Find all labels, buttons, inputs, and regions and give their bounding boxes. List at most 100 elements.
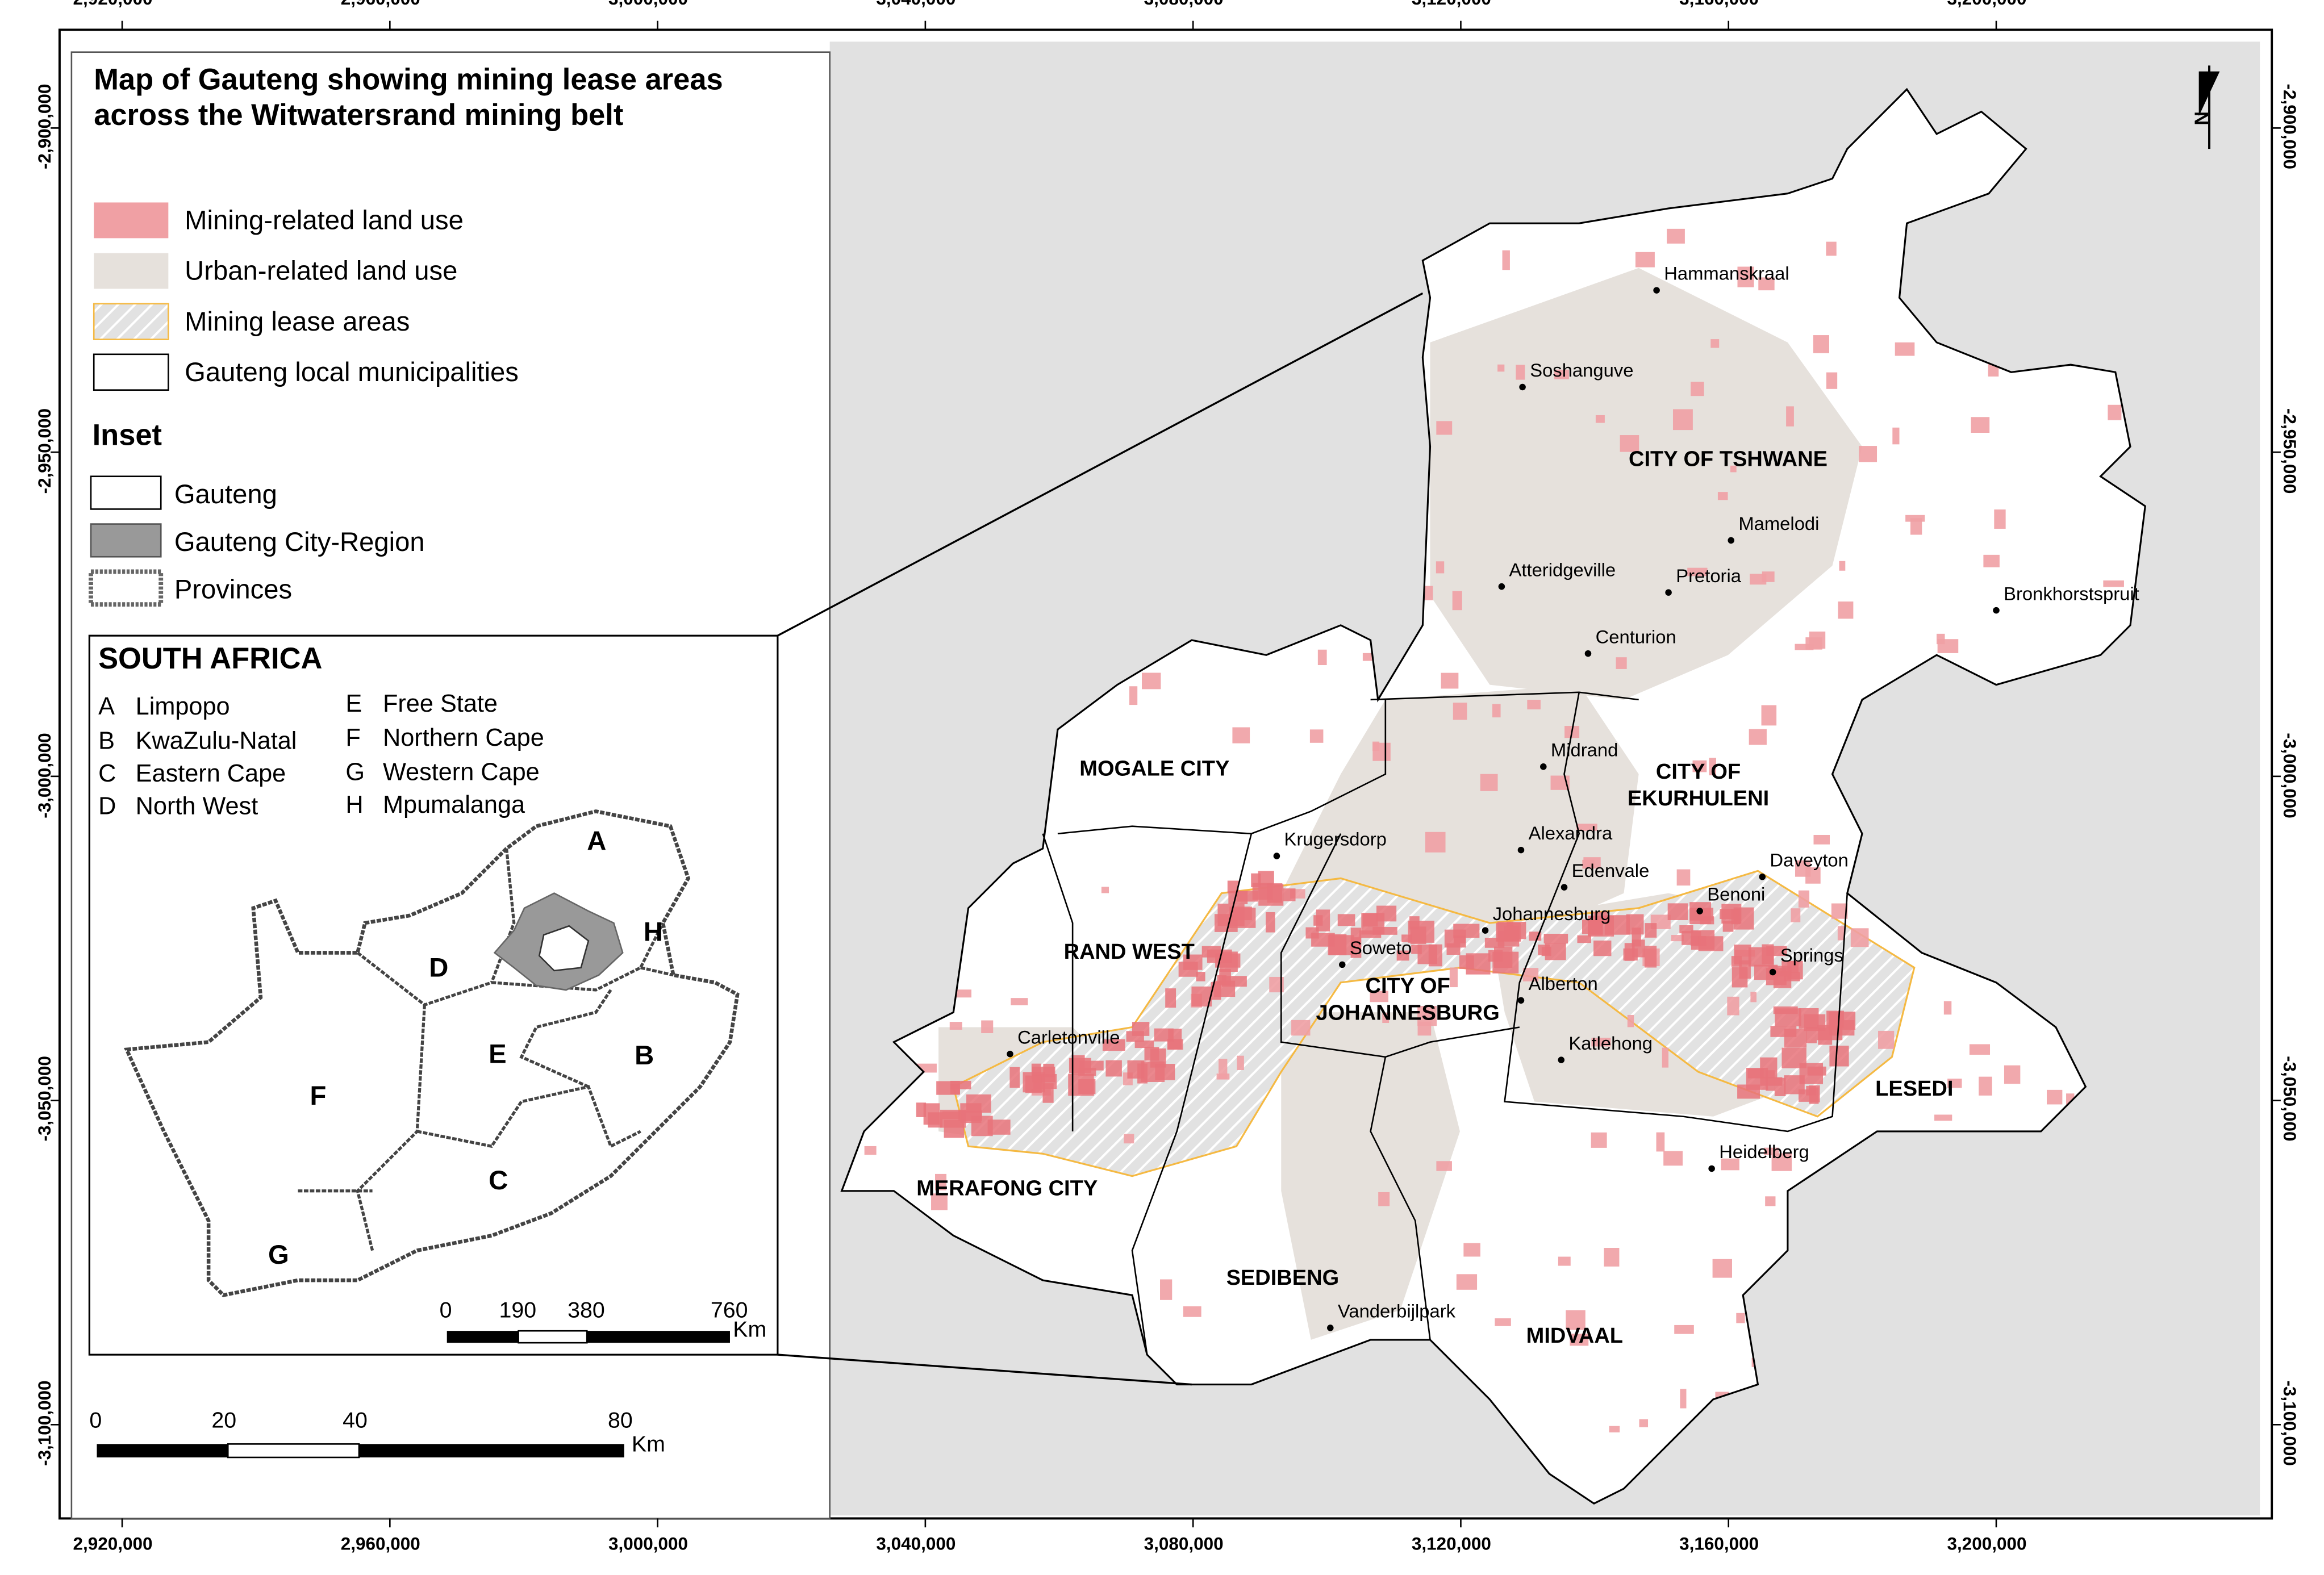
- mining-patch: [1382, 1013, 1390, 1023]
- place-label: Pretoria: [1676, 565, 1742, 587]
- mining-patch: [1934, 1114, 1952, 1121]
- mining-patch: [1831, 903, 1848, 919]
- mining-patch: [1456, 1274, 1478, 1290]
- mining-patch: [1837, 926, 1845, 941]
- mining-patch: [1527, 700, 1541, 709]
- mining-patch: [1672, 409, 1693, 431]
- place-dot: [1665, 589, 1672, 596]
- place-dot: [1708, 1165, 1715, 1172]
- mining-patch: [1495, 1318, 1511, 1326]
- mining-patch: [1730, 465, 1737, 473]
- mining-patch: [1577, 935, 1592, 943]
- mining-patch: [1466, 953, 1491, 975]
- x-tick-label: 3,080,000: [1144, 0, 1224, 9]
- mining-patch: [1674, 1325, 1694, 1334]
- place-label: Midrand: [1550, 740, 1618, 761]
- inset-scale-label: 190: [499, 1298, 537, 1324]
- mining-patch: [2108, 404, 2122, 420]
- mining-patch: [1516, 365, 1525, 380]
- place-dot: [1327, 1325, 1334, 1331]
- mining-patch: [1566, 1310, 1586, 1330]
- x-tick-label: 2,960,000: [340, 1533, 420, 1555]
- mining-patch: [1165, 988, 1176, 1008]
- swatch-provinces: [89, 569, 164, 607]
- mining-patch: [1784, 1029, 1807, 1048]
- mining-patch: [1829, 1012, 1856, 1030]
- mining-patch: [1183, 954, 1203, 970]
- x-tick-label: 2,920,000: [73, 1533, 153, 1555]
- mining-patch: [1291, 1020, 1311, 1036]
- mining-patch: [1370, 991, 1388, 1002]
- mining-patch: [1676, 869, 1691, 886]
- place-label: Mamelodi: [1738, 513, 1820, 534]
- place-dot: [1561, 884, 1568, 891]
- mining-patch: [1731, 956, 1742, 967]
- mining-patch: [1102, 1039, 1125, 1051]
- mining-patch: [1806, 1027, 1817, 1043]
- mining-patch: [1409, 916, 1420, 930]
- legend-label: Gauteng local municipalities: [185, 357, 519, 387]
- mining-patch: [1436, 561, 1445, 574]
- inset-scale-seg: [587, 1331, 730, 1343]
- mining-patch: [1372, 742, 1391, 761]
- inset-scale-label: 380: [568, 1298, 605, 1324]
- province-name: KwaZulu-Natal: [135, 728, 297, 755]
- mining-patch: [1378, 1192, 1390, 1206]
- mining-patch: [1616, 657, 1627, 669]
- province-code: E: [345, 691, 362, 718]
- place-dot: [1498, 583, 1505, 590]
- mining-patch: [1760, 1057, 1778, 1079]
- inset-scale-unit: Km: [733, 1317, 767, 1343]
- province-name: Free State: [382, 691, 498, 718]
- mining-patch: [1591, 1038, 1611, 1047]
- y-tick-label: -3,100,000: [2279, 1380, 2300, 1466]
- north-label: N: [2190, 111, 2213, 126]
- place-label: Alberton: [1528, 974, 1598, 995]
- land-use: [864, 210, 2146, 1484]
- mining-patch: [1361, 913, 1385, 935]
- map-frame: [58, 28, 2273, 1520]
- province-letter: A: [587, 826, 607, 857]
- place-dot: [1653, 287, 1660, 294]
- mining-patch: [1232, 727, 1250, 743]
- y-tick-label: -3,050,000: [2279, 1056, 2300, 1142]
- y-tick-label: -3,000,000: [34, 732, 56, 818]
- mining-patch: [1712, 1259, 1732, 1278]
- mining-patch: [1502, 250, 1510, 270]
- mining-patch: [1762, 944, 1774, 964]
- inset-title: SOUTH AFRICA: [98, 643, 323, 676]
- mining-patch: [1453, 935, 1466, 943]
- municipality-label: LESEDI: [1875, 1077, 1954, 1102]
- mining-patch: [1604, 1248, 1620, 1267]
- mining-patch: [928, 1112, 943, 1128]
- x-tick-label: 2,920,000: [73, 0, 152, 9]
- mining-patch: [1791, 908, 1801, 922]
- mining-patch: [1667, 228, 1685, 244]
- north-arrow: [2198, 65, 2220, 149]
- mining-patch: [1570, 1334, 1589, 1346]
- inset-legend-label: Gauteng City-Region: [174, 527, 425, 557]
- mining-patch: [1829, 1046, 1849, 1067]
- mining-patch: [1025, 1075, 1042, 1093]
- mining-patch: [1011, 998, 1028, 1005]
- mining-patch: [1154, 1028, 1174, 1042]
- mining-patch: [1691, 382, 1704, 396]
- mining-patch: [1258, 884, 1284, 906]
- mining-patch: [1698, 936, 1724, 951]
- place-dot: [1339, 961, 1346, 968]
- mining-patch: [1137, 1063, 1148, 1084]
- mining-patch: [1587, 920, 1603, 936]
- gauteng-outline: [840, 87, 2146, 1505]
- mining-patch: [1994, 509, 2006, 529]
- place-dot: [1517, 997, 1525, 1004]
- mining-patch: [1411, 945, 1422, 954]
- province-code: H: [345, 792, 364, 819]
- province-code: F: [345, 725, 361, 752]
- mining-patch: [1771, 1153, 1792, 1171]
- inset-scale-seg: [518, 1330, 588, 1344]
- mining-patch: [1155, 1064, 1175, 1080]
- mining-patch: [1124, 1134, 1134, 1144]
- mining-patch: [1463, 1243, 1480, 1257]
